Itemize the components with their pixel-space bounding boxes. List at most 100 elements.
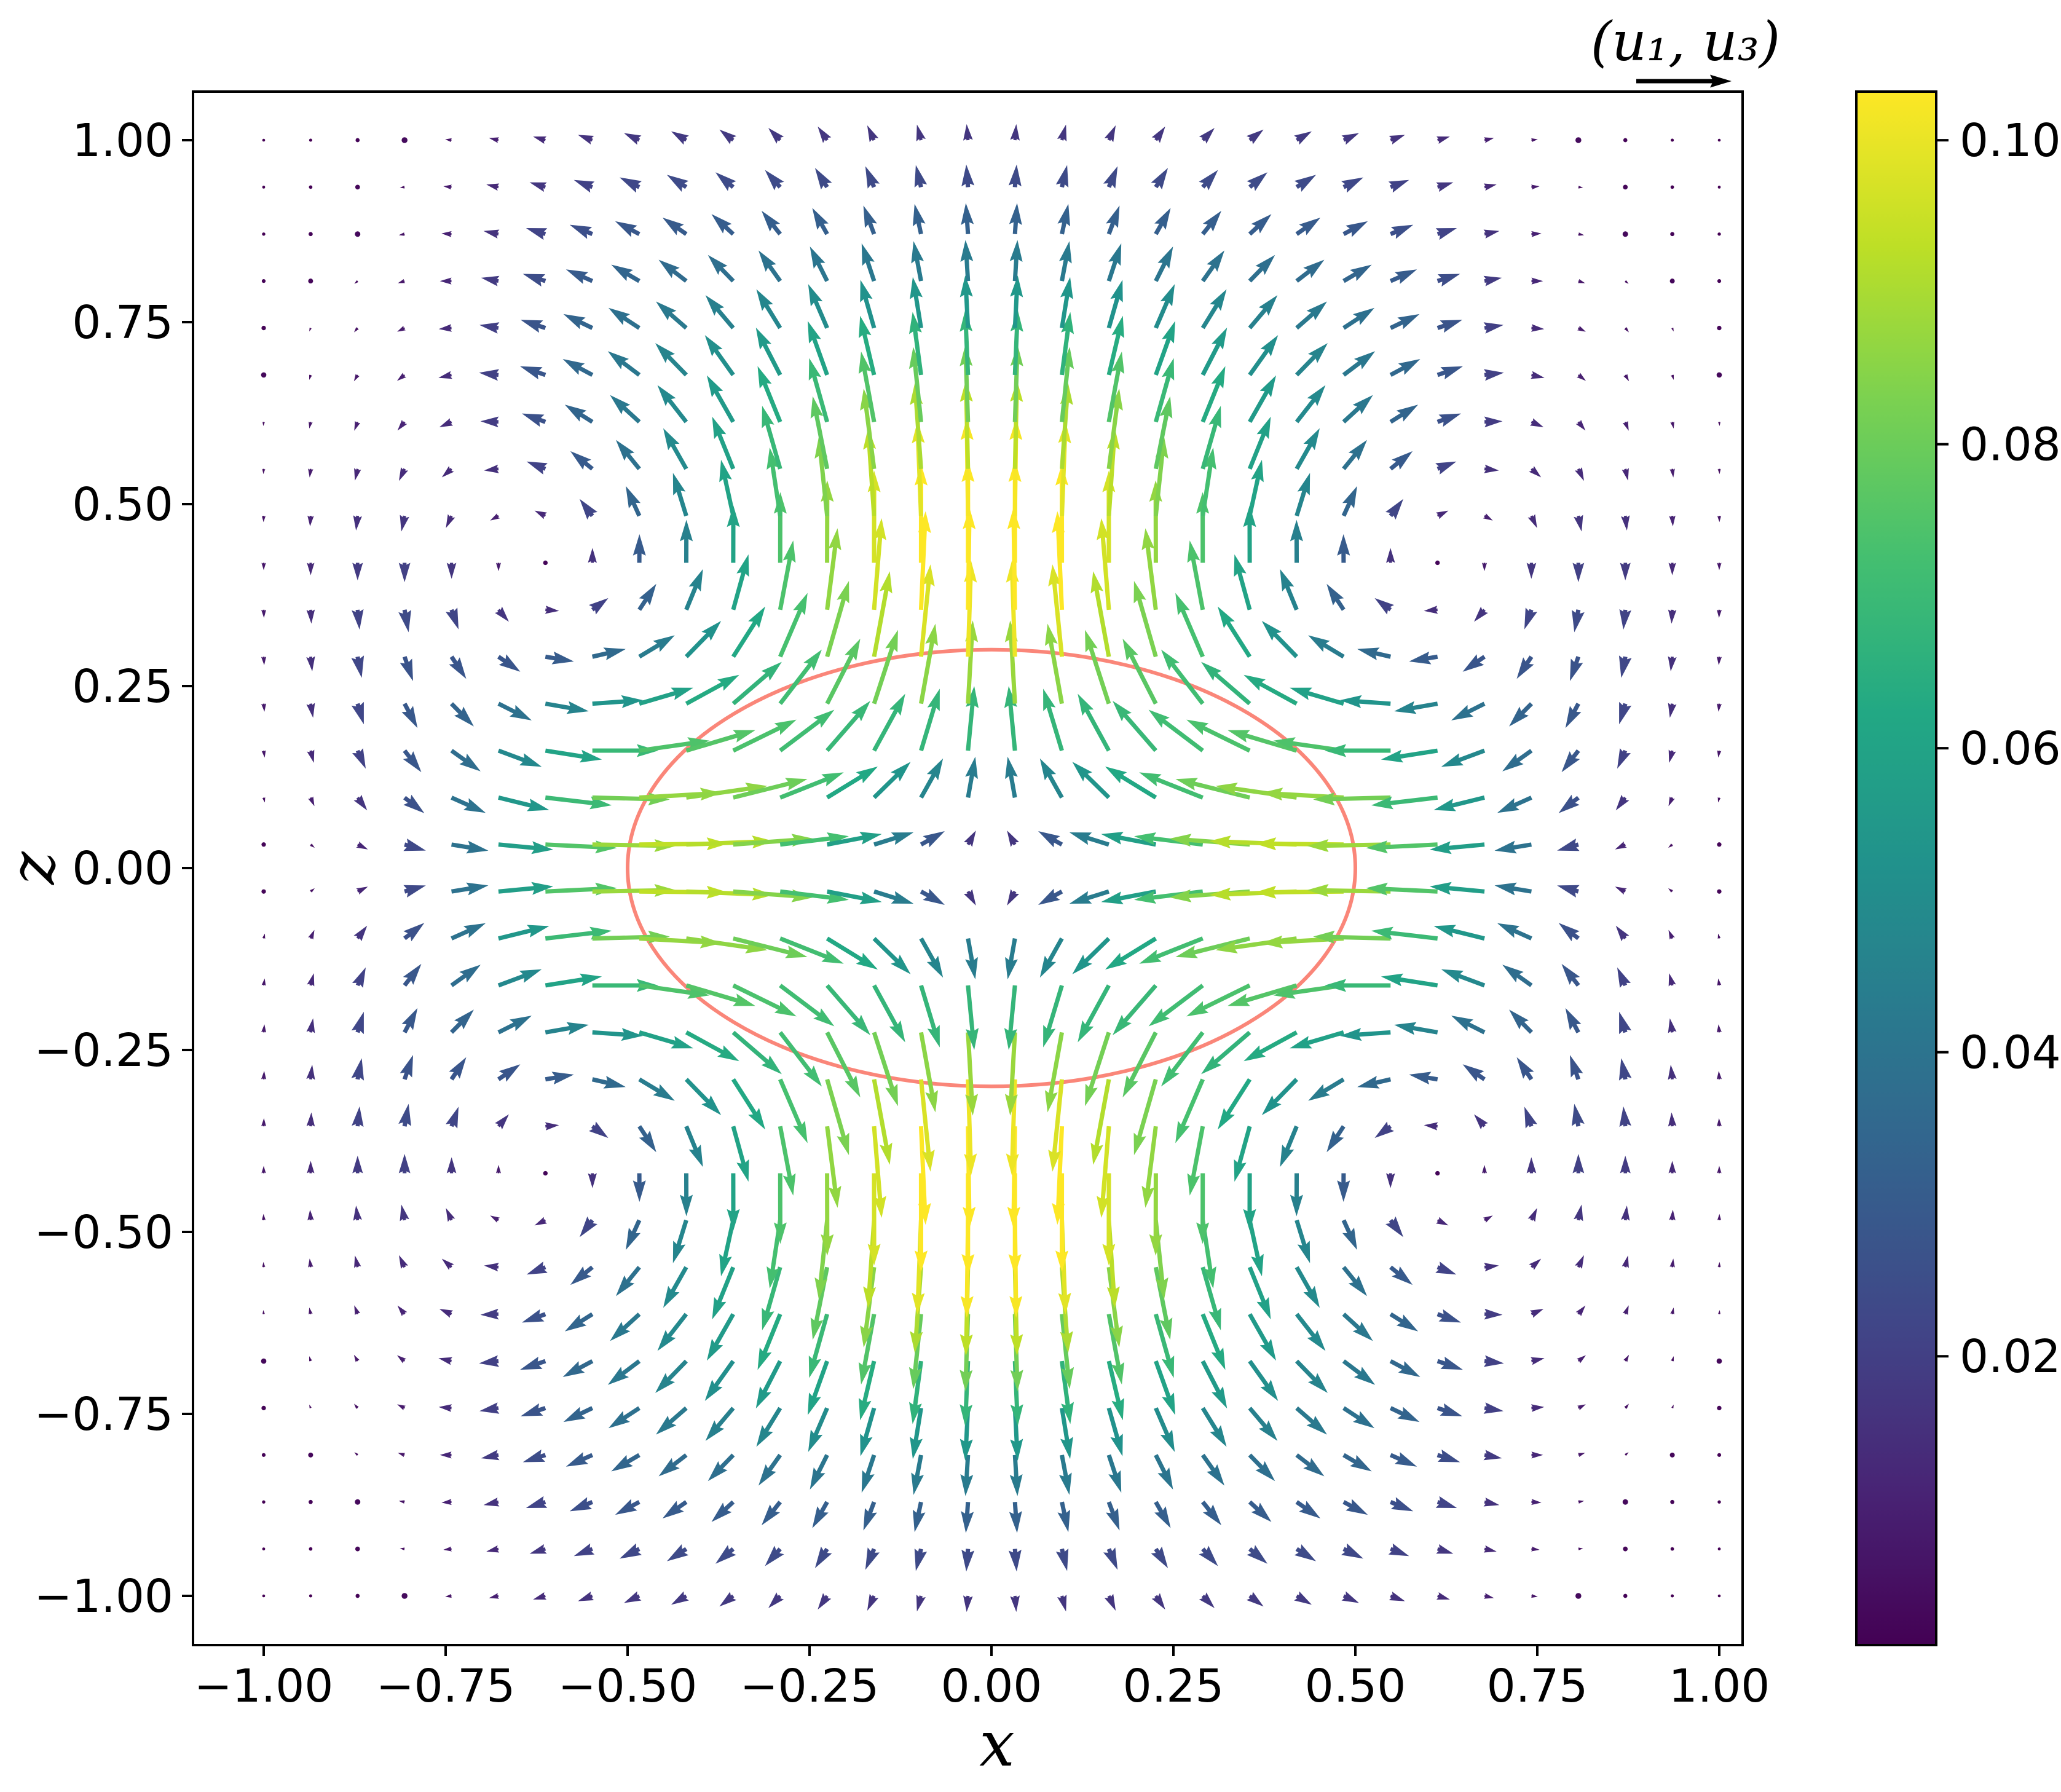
quiver-arrow	[1200, 366, 1226, 423]
quiver-arrow	[727, 505, 740, 563]
quiver-arrow	[863, 205, 877, 235]
quiver-arrow	[526, 461, 548, 475]
quiver-arrow	[1578, 1547, 1583, 1550]
colorbar-tick-label: 0.08	[1960, 419, 2061, 472]
quiver-arrow	[656, 301, 688, 330]
quiver-arrow	[522, 274, 546, 287]
quiver-arrow	[481, 1450, 500, 1461]
quiver-arrow	[1106, 427, 1120, 516]
quiver-arrow	[1619, 1011, 1632, 1035]
quiver-arrow	[1149, 480, 1162, 563]
quiver-arrow	[639, 737, 710, 753]
quiver-arrow	[354, 1255, 361, 1268]
quiver-arrow	[732, 719, 797, 753]
quiver-arrow	[592, 884, 676, 897]
quiver-arrow	[1529, 418, 1544, 427]
quiver-arrow	[480, 416, 499, 428]
quiver-arrow	[711, 214, 735, 236]
quiver-arrow	[1389, 1592, 1405, 1601]
quiver-arrow	[1717, 1214, 1722, 1220]
quiver-arrow	[1483, 1450, 1502, 1461]
quiver-arrow	[1326, 583, 1346, 611]
y-tick-label: 0.00	[72, 842, 173, 895]
quiver-arrow	[826, 984, 870, 1035]
quiver-arrow	[495, 1164, 501, 1174]
quiver-arrow	[1248, 1360, 1279, 1401]
quiver-arrow	[1201, 661, 1251, 706]
quiver-arrow	[1295, 301, 1327, 330]
quiver-arrow	[1436, 1403, 1462, 1416]
quiver-arrow	[727, 1173, 740, 1231]
quiver-arrow	[1218, 606, 1252, 658]
quiver-arrow	[1248, 255, 1275, 283]
quiver-arrow	[1199, 1545, 1218, 1566]
quiver-arrow	[1531, 277, 1543, 285]
quiver-dot	[1717, 842, 1722, 847]
quiver-arrow	[1148, 984, 1204, 1027]
quiver-arrow	[1342, 307, 1375, 330]
quiver-arrow	[1200, 1313, 1226, 1370]
quiver-arrow	[966, 985, 979, 1050]
quiver-arrow	[910, 383, 923, 469]
quiver-arrow	[1072, 937, 1111, 974]
quiver-arrow	[810, 1454, 829, 1490]
quiver-arrow	[490, 513, 500, 521]
quiver-arrow	[397, 325, 406, 332]
quiver-arrow	[685, 1030, 739, 1062]
quiver-arrow	[655, 343, 688, 377]
quiver-arrow	[1247, 459, 1264, 516]
quiver-arrow	[1247, 129, 1264, 144]
quiver-arrow	[872, 1032, 898, 1107]
quiver-arrow	[1716, 657, 1722, 665]
quiver-arrow	[686, 936, 768, 953]
quiver-arrow	[1622, 468, 1629, 481]
quiver-arrow	[1526, 562, 1537, 579]
quiver-arrow	[1122, 1031, 1158, 1098]
quiver-arrow	[1483, 1545, 1497, 1553]
quiver-arrow	[872, 1079, 893, 1165]
quiver-arrow	[1669, 468, 1675, 478]
quiver-arrow	[1200, 1360, 1228, 1409]
quiver-arrow	[352, 1155, 363, 1174]
quiver-arrow	[592, 979, 658, 992]
quiver-arrow	[1038, 888, 1063, 905]
quiver-arrow	[526, 1261, 548, 1275]
x-tick-label: 0.75	[1487, 1660, 1588, 1713]
quiver-arrow	[1009, 240, 1023, 282]
quiver-arrow	[1621, 1206, 1630, 1221]
quiver-arrow	[1436, 366, 1463, 380]
quiver-arrow	[919, 623, 938, 705]
quiver-arrow	[715, 1545, 736, 1564]
quiver-arrow	[1199, 1592, 1215, 1608]
quiver-arrow	[825, 1126, 841, 1208]
quiver-dot	[543, 560, 548, 566]
quiver-arrow	[480, 1308, 499, 1320]
quiver-arrow	[1671, 1404, 1674, 1409]
quiver-arrow	[1624, 1403, 1629, 1410]
quiver-arrow	[1342, 440, 1367, 470]
quiver-arrow	[1201, 1030, 1251, 1075]
quiver-arrow	[762, 1266, 782, 1330]
quiver-arrow	[1106, 1360, 1124, 1421]
quiver-arrow	[632, 1173, 646, 1202]
quiver-arrow	[533, 1592, 547, 1600]
quiver-arrow	[1122, 638, 1158, 705]
quiver-arrow	[1381, 973, 1438, 988]
quiver-arrow	[1090, 1079, 1111, 1165]
quiver-arrow	[398, 1154, 411, 1174]
quiver-arrow	[1200, 1453, 1224, 1486]
quiver-arrow	[1290, 687, 1344, 706]
quiver-arrow	[865, 1547, 880, 1570]
quiver-arrow	[307, 973, 315, 987]
quiver-arrow	[1474, 1114, 1488, 1130]
quiver-arrow	[354, 1305, 361, 1316]
quiver-arrow	[685, 674, 739, 706]
quiver-arrow	[580, 499, 597, 520]
quiver-arrow	[306, 1018, 315, 1033]
quiver-arrow	[1043, 985, 1064, 1048]
quiver-arrow	[1200, 250, 1224, 283]
quiver-arrow	[1060, 1407, 1073, 1459]
quiver-arrow	[1483, 1215, 1493, 1223]
quiver-arrow	[1248, 375, 1276, 423]
quiver-arrow	[261, 1118, 266, 1127]
